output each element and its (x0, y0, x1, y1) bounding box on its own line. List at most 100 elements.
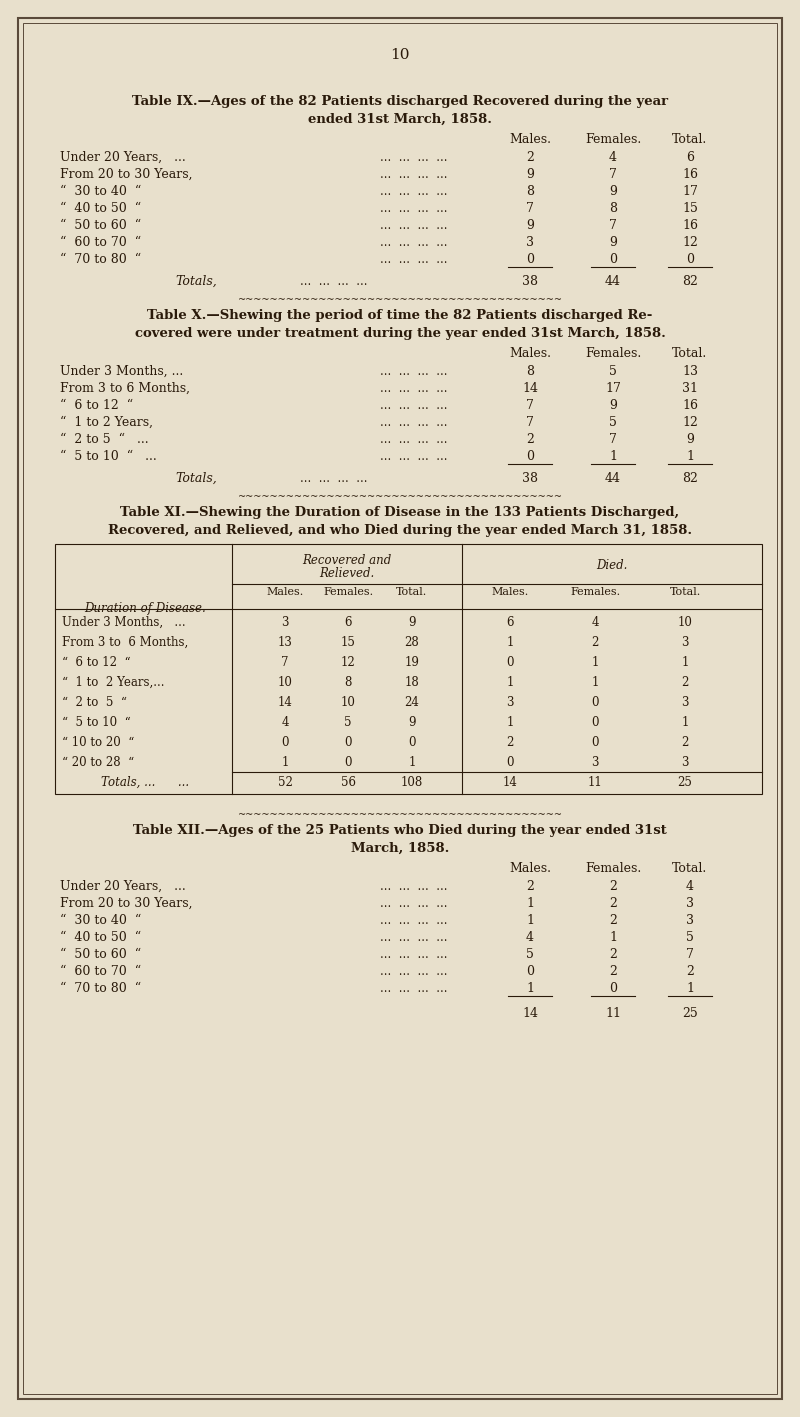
Text: 0: 0 (506, 656, 514, 669)
Text: 9: 9 (686, 434, 694, 446)
Text: 5: 5 (609, 366, 617, 378)
Text: 38: 38 (522, 472, 538, 485)
Text: ~~~~~~~~~~~~~~~~~~~~~~~~~~~~~~~~~~~~~~~~: ~~~~~~~~~~~~~~~~~~~~~~~~~~~~~~~~~~~~~~~~ (238, 492, 562, 502)
Text: “  50 to 60  “: “ 50 to 60 “ (60, 220, 141, 232)
Text: Males.: Males. (509, 133, 551, 146)
Text: 13: 13 (278, 636, 293, 649)
Text: “  5 to 10  “   ...: “ 5 to 10 “ ... (60, 451, 157, 463)
Text: Females.: Females. (585, 133, 641, 146)
Text: ...  ...  ...  ...: ... ... ... ... (380, 254, 447, 266)
Text: “  2 to 5  “   ...: “ 2 to 5 “ ... (60, 434, 149, 446)
Text: 0: 0 (591, 735, 598, 750)
Text: 0: 0 (609, 254, 617, 266)
Text: 7: 7 (609, 169, 617, 181)
Text: ...  ...  ...  ...: ... ... ... ... (380, 383, 447, 395)
Text: 1: 1 (506, 716, 514, 728)
Text: 7: 7 (526, 400, 534, 412)
Text: ...  ...  ...  ...: ... ... ... ... (380, 169, 447, 181)
Text: 1: 1 (506, 676, 514, 689)
Text: 5: 5 (344, 716, 352, 728)
Text: 8: 8 (344, 676, 352, 689)
Text: 3: 3 (686, 914, 694, 927)
Text: Duration of Disease.: Duration of Disease. (84, 602, 206, 615)
Text: 1: 1 (526, 897, 534, 910)
Text: 25: 25 (678, 777, 693, 789)
Text: 9: 9 (609, 237, 617, 249)
Text: 10: 10 (278, 676, 293, 689)
Text: 4: 4 (526, 931, 534, 944)
Text: From 20 to 30 Years,: From 20 to 30 Years, (60, 897, 193, 910)
Text: 14: 14 (522, 383, 538, 395)
Text: Males.: Males. (509, 347, 551, 360)
Text: “  60 to 70  “: “ 60 to 70 “ (60, 237, 141, 249)
Text: 9: 9 (408, 716, 416, 728)
Text: 3: 3 (682, 757, 689, 769)
Text: Males.: Males. (266, 587, 304, 597)
Text: 1: 1 (526, 982, 534, 995)
Text: Relieved.: Relieved. (319, 567, 374, 580)
Text: From 3 to 6 Months,: From 3 to 6 Months, (60, 383, 190, 395)
Text: 2: 2 (682, 735, 689, 750)
Text: ...  ...  ...  ...: ... ... ... ... (380, 948, 447, 961)
Text: “  40 to 50  “: “ 40 to 50 “ (60, 931, 141, 944)
Text: 2: 2 (682, 676, 689, 689)
Text: 0: 0 (609, 982, 617, 995)
Text: Table X.—Shewing the period of time the 82 Patients discharged Re-: Table X.—Shewing the period of time the … (147, 309, 653, 322)
Text: ...  ...  ...  ...: ... ... ... ... (380, 880, 447, 893)
Text: 3: 3 (686, 897, 694, 910)
Bar (55, 544, 762, 794)
Text: 0: 0 (344, 757, 352, 769)
Text: ...  ...  ...  ...: ... ... ... ... (380, 186, 447, 198)
Text: 7: 7 (526, 417, 534, 429)
Text: “  30 to 40  “: “ 30 to 40 “ (60, 914, 142, 927)
Text: 25: 25 (682, 1007, 698, 1020)
Text: Males.: Males. (509, 862, 551, 876)
Text: 3: 3 (506, 696, 514, 708)
Text: 0: 0 (686, 254, 694, 266)
Text: Totals, ...      ...: Totals, ... ... (101, 777, 189, 789)
Text: 28: 28 (405, 636, 419, 649)
Text: Totals,: Totals, (175, 472, 217, 485)
Text: 17: 17 (682, 186, 698, 198)
Text: 2: 2 (609, 897, 617, 910)
Text: 11: 11 (588, 777, 602, 789)
Text: ...  ...  ...  ...: ... ... ... ... (300, 472, 367, 485)
Text: ...  ...  ...  ...: ... ... ... ... (380, 237, 447, 249)
Text: 3: 3 (282, 616, 289, 629)
Text: 2: 2 (609, 880, 617, 893)
Text: 6: 6 (344, 616, 352, 629)
Text: ended 31st March, 1858.: ended 31st March, 1858. (308, 113, 492, 126)
Text: ...  ...  ...  ...: ... ... ... ... (380, 931, 447, 944)
Text: 0: 0 (344, 735, 352, 750)
Text: ...  ...  ...  ...: ... ... ... ... (380, 451, 447, 463)
Text: 6: 6 (506, 616, 514, 629)
Text: 5: 5 (609, 417, 617, 429)
Text: ...  ...  ...  ...: ... ... ... ... (380, 220, 447, 232)
Text: Total.: Total. (396, 587, 428, 597)
Text: 14: 14 (522, 1007, 538, 1020)
Text: Under 20 Years,   ...: Under 20 Years, ... (60, 880, 186, 893)
Text: 12: 12 (682, 237, 698, 249)
Text: “  50 to 60  “: “ 50 to 60 “ (60, 948, 141, 961)
Text: Totals,: Totals, (175, 275, 217, 288)
Text: ...  ...  ...  ...: ... ... ... ... (380, 982, 447, 995)
Text: 0: 0 (506, 757, 514, 769)
Text: 12: 12 (341, 656, 355, 669)
Text: 9: 9 (526, 169, 534, 181)
Text: ...  ...  ...  ...: ... ... ... ... (380, 914, 447, 927)
Text: Females.: Females. (323, 587, 373, 597)
Text: 9: 9 (609, 186, 617, 198)
Text: From 3 to  6 Months,: From 3 to 6 Months, (62, 636, 188, 649)
Text: 82: 82 (682, 472, 698, 485)
Text: 0: 0 (591, 716, 598, 728)
Text: Table XII.—Ages of the 25 Patients who Died during the year ended 31st: Table XII.—Ages of the 25 Patients who D… (133, 825, 667, 837)
Text: 2: 2 (526, 152, 534, 164)
Text: 2: 2 (686, 965, 694, 978)
Text: 3: 3 (682, 636, 689, 649)
Text: 5: 5 (526, 948, 534, 961)
Text: 3: 3 (682, 696, 689, 708)
Text: 14: 14 (278, 696, 293, 708)
Text: 10: 10 (678, 616, 693, 629)
Text: 38: 38 (522, 275, 538, 288)
Text: ...  ...  ...  ...: ... ... ... ... (300, 275, 367, 288)
